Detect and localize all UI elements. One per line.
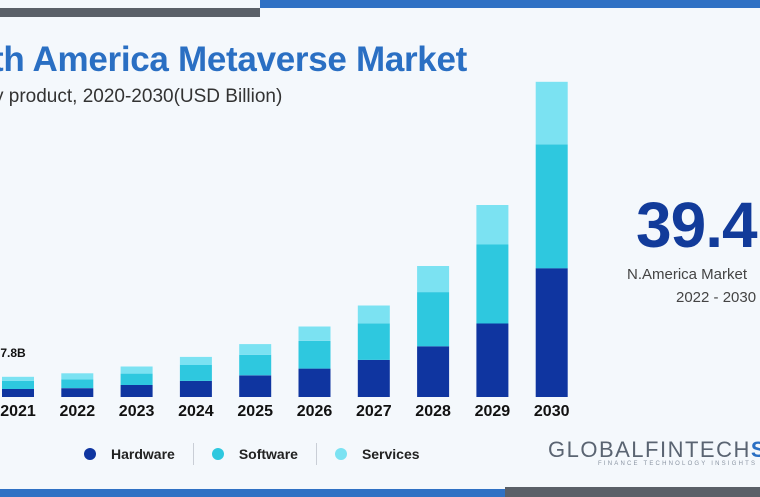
bar-segment-services-2023: [120, 366, 153, 374]
bar-segment-software-2030: [535, 144, 568, 269]
chart-subtitle: y product, 2020-2030(USD Billion): [0, 86, 283, 107]
bar-segment-services-2030: [535, 81, 568, 145]
legend-swatch-services: [334, 448, 347, 460]
bar-segment-hardware-2030: [535, 268, 568, 397]
legend-item-services: Services: [334, 442, 420, 466]
x-tick-label-2027: 2027: [356, 403, 392, 420]
bar-segment-software-2025: [239, 354, 272, 376]
bar-segment-software-2022: [61, 379, 94, 389]
top-accent-bar-blue: [260, 0, 760, 8]
stat-range: 2022 - 2030: [676, 289, 757, 306]
bar-segment-services-2026: [298, 326, 331, 341]
bar-segment-hardware-2024: [179, 380, 212, 397]
bottom-accent-bar-blue: [0, 489, 505, 497]
x-tick-label-2022: 2022: [60, 403, 96, 420]
brand-logo: GLOBALFINTECHSE: [548, 437, 760, 463]
bar-segment-software-2028: [417, 292, 450, 347]
chart-title: th America Metaverse Market: [0, 40, 467, 79]
bar-segment-services-2024: [179, 356, 212, 365]
top-accent-bar-dark: [0, 8, 260, 17]
x-tick-label-2030: 2030: [534, 403, 570, 420]
bar-segment-hardware-2021: [2, 388, 34, 397]
brand-name-accent: SE: [750, 437, 760, 462]
data-label-2021: $17.8B: [0, 346, 26, 360]
bar-segment-hardware-2023: [120, 385, 153, 397]
bar-segment-software-2023: [120, 373, 153, 385]
bar-segment-software-2024: [179, 364, 212, 381]
stat-value: 39.4: [636, 189, 758, 261]
bar-segment-services-2021: [2, 376, 34, 381]
bar-segment-software-2027: [357, 323, 390, 360]
x-tick-label-2029: 2029: [475, 403, 511, 420]
bar-segment-software-2029: [476, 244, 509, 324]
bar-segment-services-2027: [357, 305, 390, 324]
x-tick-label-2023: 2023: [119, 403, 155, 420]
legend-swatch-hardware: [84, 448, 96, 460]
bar-segment-software-2021: [2, 380, 34, 389]
bar-segment-hardware-2025: [239, 375, 272, 397]
x-tick-label-2025: 2025: [237, 403, 273, 420]
bar-segment-services-2025: [239, 344, 272, 355]
x-tick-label-2024: 2024: [178, 403, 214, 420]
legend-item-software: Software: [211, 442, 298, 466]
bar-segment-hardware-2027: [357, 359, 390, 397]
brand-tagline: FINANCE TECHNOLOGY INSIGHTS: [598, 461, 758, 467]
legend-divider: [192, 443, 194, 465]
legend-label-hardware: Hardware: [111, 446, 175, 462]
bar-segment-hardware-2028: [417, 346, 450, 397]
legend-divider: [315, 443, 317, 465]
brand-name: GLOBALFINTECH: [548, 437, 751, 462]
legend-item-hardware: Hardware: [84, 442, 175, 466]
legend-swatch-software: [211, 448, 224, 460]
bar-segment-hardware-2022: [61, 388, 94, 397]
legend-label-software: Software: [238, 446, 298, 462]
stat-label: N.America Market: [627, 266, 748, 283]
bar-segment-services-2022: [61, 373, 94, 380]
chart-legend: Hardware Software Services: [84, 442, 420, 466]
bar-segment-software-2026: [298, 340, 331, 369]
x-tick-label-2021: 2021: [0, 403, 36, 420]
x-tick-label-2026: 2026: [297, 403, 333, 420]
bar-segment-hardware-2029: [476, 323, 509, 397]
legend-label-services: Services: [361, 446, 420, 462]
bar-segment-hardware-2026: [298, 368, 331, 397]
bar-segment-services-2028: [417, 266, 450, 293]
bar-segment-services-2029: [476, 205, 509, 245]
bottom-accent-bar-dark: [505, 487, 760, 497]
x-tick-label-2028: 2028: [415, 403, 451, 420]
